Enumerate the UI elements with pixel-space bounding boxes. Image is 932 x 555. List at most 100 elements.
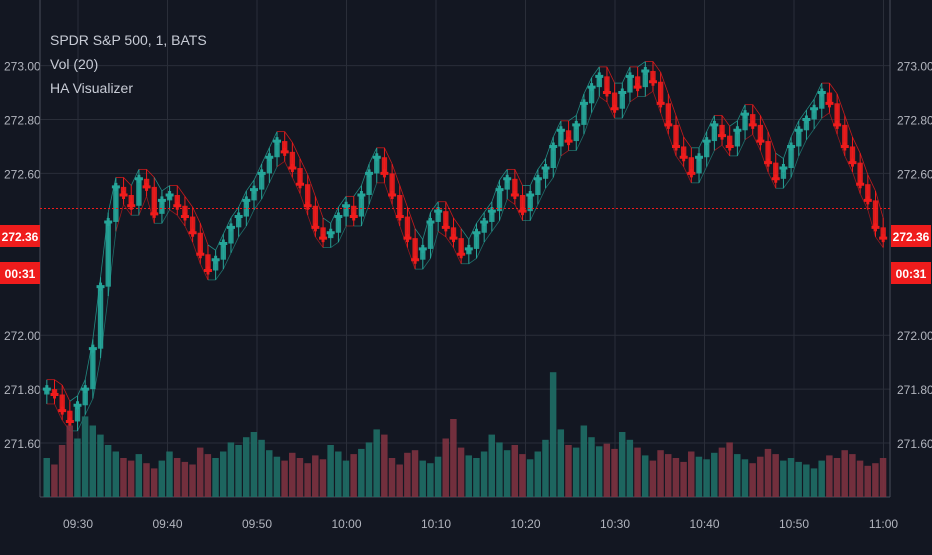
candle-body[interactable] [757, 124, 764, 142]
candle-body[interactable] [489, 211, 495, 222]
candle-body[interactable] [849, 146, 856, 163]
volume-indicator-label[interactable]: Vol (20) [50, 56, 99, 72]
candle-body[interactable] [251, 189, 257, 201]
candle-body[interactable] [289, 151, 296, 169]
candle-body[interactable] [443, 211, 449, 228]
candle-body[interactable] [573, 124, 579, 142]
candle-body[interactable] [642, 70, 648, 88]
candle-body[interactable] [550, 146, 556, 169]
candle-body[interactable] [857, 162, 863, 185]
candle-body[interactable] [113, 186, 119, 222]
candle-body[interactable] [297, 168, 303, 185]
candle-body[interactable] [788, 146, 794, 169]
candle-body[interactable] [320, 227, 326, 239]
candle-body[interactable] [128, 194, 134, 206]
candle-body[interactable] [619, 92, 625, 109]
candle-body[interactable] [389, 173, 395, 195]
candle-body[interactable] [803, 119, 810, 131]
candle-body[interactable] [435, 211, 441, 222]
candle-body[interactable] [397, 194, 403, 217]
candle-body[interactable] [811, 108, 817, 120]
candle-body[interactable] [82, 389, 88, 406]
candle-body[interactable] [90, 348, 96, 390]
candle-body[interactable] [704, 141, 710, 158]
candle-body[interactable] [504, 178, 510, 190]
candle-body[interactable] [865, 184, 871, 201]
candle-body[interactable] [680, 146, 687, 158]
candle-body[interactable] [312, 205, 319, 228]
candle-body[interactable] [427, 221, 434, 249]
candle-body[interactable] [120, 186, 127, 195]
ha-visualizer-label[interactable]: HA Visualizer [50, 80, 134, 96]
candle-body[interactable] [696, 157, 702, 174]
candle-body[interactable] [258, 173, 265, 190]
candle-body[interactable] [67, 410, 73, 422]
candle-body[interactable] [688, 157, 695, 174]
candle-body[interactable] [335, 216, 342, 233]
candle-body[interactable] [512, 178, 518, 195]
candle-body[interactable] [880, 227, 886, 239]
candle-body[interactable] [136, 178, 142, 206]
candle-body[interactable] [159, 200, 165, 214]
candle-body[interactable] [220, 243, 226, 260]
candle-body[interactable] [780, 168, 787, 179]
candle-body[interactable] [650, 70, 656, 82]
candle-body[interactable] [358, 194, 365, 217]
candle-body[interactable] [182, 205, 188, 217]
candle-body[interactable] [458, 238, 464, 255]
candle-body[interactable] [305, 184, 311, 206]
candle-body[interactable] [412, 238, 418, 260]
candle-body[interactable] [750, 114, 756, 125]
candle-body[interactable] [420, 248, 426, 260]
candle-body[interactable] [535, 178, 541, 195]
candle-body[interactable] [105, 221, 111, 287]
candle-body[interactable] [673, 124, 679, 147]
candle-body[interactable] [773, 162, 779, 179]
candle-body[interactable] [59, 394, 65, 411]
candle-body[interactable] [581, 103, 587, 125]
candle-body[interactable] [765, 141, 771, 163]
candle-body[interactable] [527, 194, 533, 212]
candle-body[interactable] [404, 216, 411, 239]
candle-body[interactable] [842, 124, 848, 147]
symbol-title[interactable]: SPDR S&P 500, 1, BATS [50, 32, 207, 48]
candle-body[interactable] [657, 81, 664, 104]
candle-body[interactable] [734, 130, 741, 147]
candle-body[interactable] [719, 124, 725, 136]
candle-body[interactable] [274, 141, 280, 158]
candle-body[interactable] [374, 157, 380, 174]
candle-body[interactable] [588, 87, 595, 104]
candle-body[interactable] [351, 205, 357, 217]
candle-body[interactable] [627, 76, 633, 93]
candle-body[interactable] [143, 178, 150, 187]
candle-body[interactable] [174, 194, 180, 206]
candle-body[interactable] [542, 168, 549, 179]
candle-body[interactable] [381, 157, 388, 174]
candle-body[interactable] [282, 141, 288, 152]
candle-body[interactable] [189, 216, 196, 233]
candle-body[interactable] [634, 76, 641, 88]
candle-body[interactable] [727, 135, 733, 147]
candle-body[interactable] [243, 200, 250, 217]
candle-body[interactable] [611, 92, 618, 109]
candle-body[interactable] [97, 286, 104, 349]
candle-body[interactable] [665, 103, 672, 125]
candle-body[interactable] [212, 259, 219, 271]
candle-body[interactable] [151, 186, 157, 214]
candle-body[interactable] [834, 103, 840, 125]
candle-body[interactable] [366, 173, 372, 195]
candle-body[interactable] [796, 130, 802, 147]
candle-body[interactable] [519, 194, 526, 212]
candle-body[interactable] [473, 232, 480, 249]
candle-body[interactable] [711, 124, 718, 142]
candle-body[interactable] [742, 114, 748, 131]
candle-body[interactable] [205, 254, 211, 271]
candle-body[interactable] [565, 130, 572, 142]
candle-body[interactable] [872, 200, 879, 228]
candle-body[interactable] [496, 189, 503, 212]
candle-body[interactable] [826, 92, 833, 104]
candle-body[interactable] [228, 227, 234, 244]
candle-body[interactable] [604, 76, 610, 93]
